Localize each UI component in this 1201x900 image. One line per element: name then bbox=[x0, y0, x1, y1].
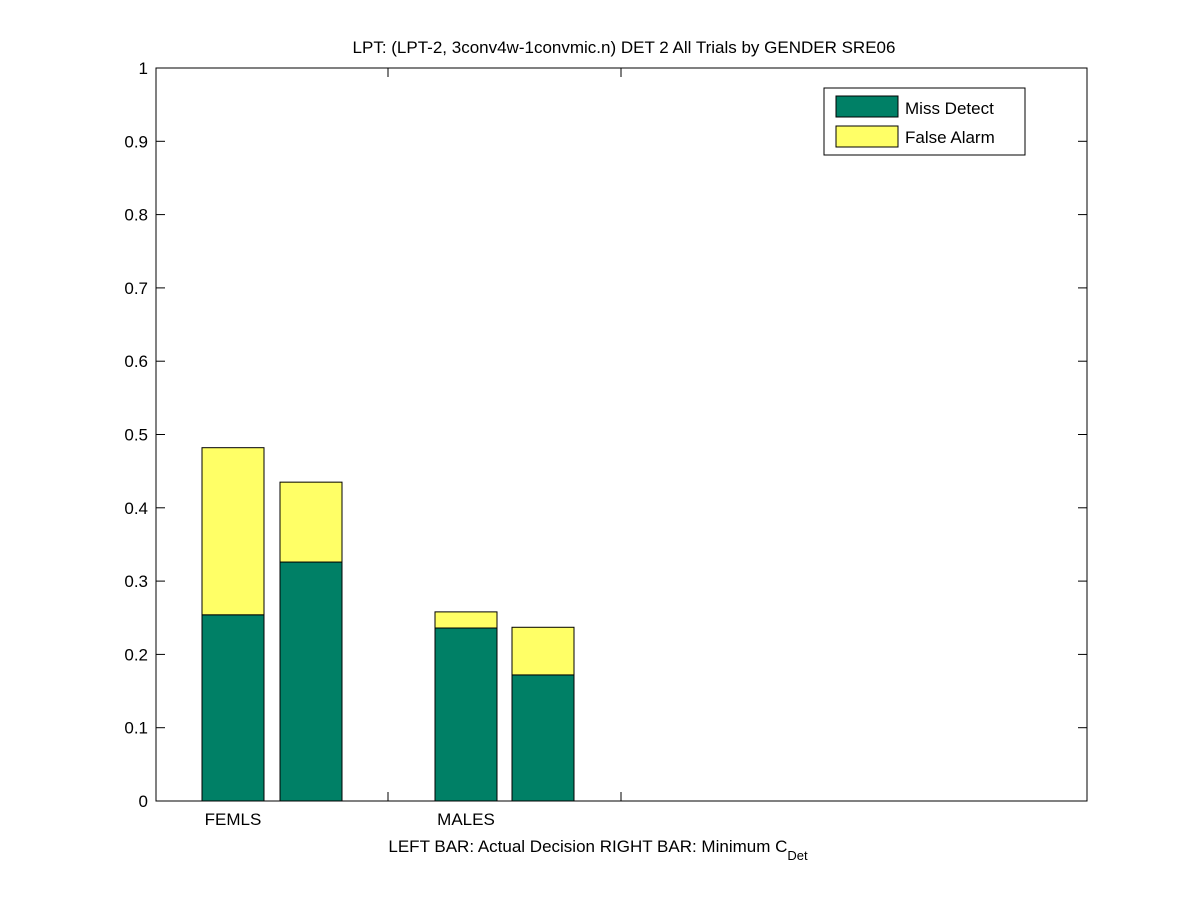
bar-males-actual-miss-detect bbox=[434, 627, 498, 802]
y-tick-label: 0.7 bbox=[124, 279, 148, 298]
legend-label-miss-detect: Miss Detect bbox=[905, 99, 994, 118]
x-axis-label-main: LEFT BAR: Actual Decision RIGHT BAR: Min… bbox=[388, 837, 787, 856]
y-tick-label: 0.5 bbox=[124, 426, 148, 445]
y-tick-label: 0.8 bbox=[124, 206, 148, 225]
y-tick-label: 0 bbox=[139, 792, 148, 811]
bar-femls-actual-false-alarm bbox=[201, 447, 265, 616]
chart-title: LPT: (LPT-2, 3conv4w-1convmic.n) DET 2 A… bbox=[353, 38, 896, 57]
legend-label-false-alarm: False Alarm bbox=[905, 128, 995, 147]
y-tick-label: 0.1 bbox=[124, 719, 148, 738]
legend: Miss Detect False Alarm bbox=[823, 87, 1026, 156]
bars-group bbox=[201, 447, 575, 802]
y-tick-label: 0.6 bbox=[124, 352, 148, 371]
y-tick-label: 0.9 bbox=[124, 132, 148, 151]
legend-swatch-false-alarm bbox=[835, 125, 899, 148]
bar-femls-minimum-miss-detect bbox=[279, 561, 343, 802]
bar-femls-actual-miss-detect bbox=[201, 614, 265, 802]
y-tick-label: 0.4 bbox=[124, 499, 148, 518]
y-tick-label: 1 bbox=[139, 59, 148, 78]
y-tick-label: 0.3 bbox=[124, 572, 148, 591]
bar-males-actual-false-alarm bbox=[434, 611, 498, 629]
legend-swatch-miss-detect bbox=[835, 95, 899, 118]
y-tick-label: 0.2 bbox=[124, 645, 148, 664]
x-axis-label: LEFT BAR: Actual Decision RIGHT BAR: Min… bbox=[388, 837, 808, 863]
bar-males-minimum-miss-detect bbox=[511, 674, 575, 802]
x-category-labels: FEMLS MALES bbox=[205, 810, 495, 829]
axis-ticks: 0 0.1 0.2 0.3 0.4 0.5 0.6 0.7 0.8 0.9 1 bbox=[124, 59, 1087, 811]
x-axis-label-subscript: Det bbox=[787, 848, 808, 863]
x-tick-label-males: MALES bbox=[437, 810, 495, 829]
bar-males-minimum-false-alarm bbox=[511, 626, 575, 676]
x-tick-label-femls: FEMLS bbox=[205, 810, 262, 829]
bar-femls-minimum-false-alarm bbox=[279, 481, 343, 563]
